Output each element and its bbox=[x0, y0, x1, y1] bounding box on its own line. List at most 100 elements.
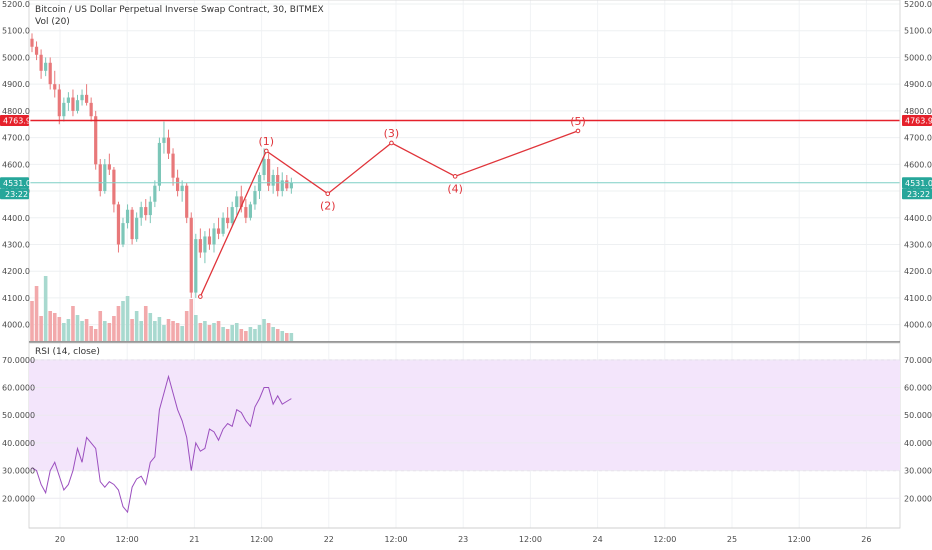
candle bbox=[139, 201, 143, 226]
price-tick-label: 5200.0 bbox=[904, 0, 932, 9]
candle bbox=[216, 217, 221, 240]
elliott-wave-projection[interactable]: (1) (2) (3) (4) (5) bbox=[198, 115, 586, 299]
wave-point[interactable] bbox=[264, 148, 269, 154]
candle-body bbox=[57, 89, 61, 117]
rsi-tick-label: 70.0000 bbox=[2, 356, 35, 365]
candle-body bbox=[221, 217, 225, 234]
volume-bar bbox=[162, 325, 166, 341]
wave-point[interactable] bbox=[325, 191, 331, 197]
candle bbox=[130, 207, 134, 245]
price-tick-label: 5000.0 bbox=[904, 53, 932, 62]
rsi-tick-label: 50.0000 bbox=[2, 411, 35, 420]
candle-body bbox=[239, 196, 243, 208]
candle bbox=[271, 169, 275, 194]
candle bbox=[30, 33, 34, 53]
time-tick-label: 21 bbox=[189, 535, 199, 544]
price-tick-label: 4000.0 bbox=[2, 321, 30, 330]
candle-body bbox=[207, 236, 212, 245]
rsi-tick-label: 50.0000 bbox=[904, 411, 932, 420]
wave-point[interactable] bbox=[198, 294, 203, 299]
time-tick-label: 23 bbox=[458, 535, 468, 544]
volume-bar bbox=[216, 321, 221, 341]
candle bbox=[75, 94, 80, 114]
candle bbox=[157, 137, 161, 192]
candle-body bbox=[30, 38, 34, 47]
candle-body bbox=[162, 137, 166, 143]
wave-point[interactable] bbox=[575, 128, 581, 134]
time-tick-label: 20 bbox=[55, 535, 65, 544]
volume-bar bbox=[130, 319, 134, 341]
candle bbox=[135, 212, 139, 242]
candle-body bbox=[85, 94, 89, 103]
candle bbox=[262, 148, 266, 181]
candle-body bbox=[121, 223, 125, 245]
wave-point[interactable] bbox=[389, 140, 394, 146]
candle-body bbox=[226, 217, 230, 224]
price-tick-label: 5100.0 bbox=[904, 27, 932, 36]
volume-bar bbox=[275, 329, 280, 341]
time-tick-label: 12:00 bbox=[788, 535, 811, 544]
price-tick-label: 4000.0 bbox=[904, 321, 932, 330]
volume-bar bbox=[166, 319, 171, 341]
volume-bar bbox=[89, 326, 93, 341]
candle-body bbox=[135, 217, 139, 240]
resistance-badge-right: 4763.9 bbox=[902, 115, 932, 127]
candle bbox=[189, 212, 193, 298]
time-tick-label: 12:00 bbox=[116, 535, 139, 544]
candle-body bbox=[176, 177, 180, 192]
rsi-tick-label: 40.0000 bbox=[2, 439, 35, 448]
candle-body bbox=[89, 102, 93, 117]
candle-body bbox=[39, 54, 43, 71]
candle-body bbox=[130, 209, 134, 240]
time-tick-label: 22 bbox=[324, 535, 334, 544]
candle-body bbox=[189, 217, 193, 293]
volume-bar bbox=[84, 319, 89, 341]
candle-body bbox=[48, 62, 52, 85]
volume-bar bbox=[71, 306, 75, 341]
volume-bar bbox=[52, 313, 57, 341]
candle bbox=[71, 89, 75, 117]
resistance-badge-left: 4763.9 bbox=[0, 115, 31, 127]
candle bbox=[203, 231, 207, 264]
candle-body bbox=[66, 97, 70, 103]
wave-point[interactable] bbox=[452, 174, 458, 179]
candle-body bbox=[98, 164, 102, 192]
candle bbox=[171, 148, 175, 186]
volume-bar bbox=[194, 315, 198, 341]
candle bbox=[194, 233, 198, 298]
volume-bar bbox=[107, 323, 112, 341]
volume-bar bbox=[221, 327, 225, 341]
candle bbox=[112, 166, 116, 213]
rsi-tick-label: 40.0000 bbox=[904, 439, 932, 448]
candle bbox=[185, 183, 189, 224]
volume-bar bbox=[285, 333, 289, 341]
candle bbox=[248, 201, 252, 221]
volume-bar bbox=[225, 329, 230, 341]
rsi-gridlines bbox=[29, 359, 900, 499]
candle-body bbox=[112, 169, 116, 205]
candle-body bbox=[139, 207, 143, 218]
candle-body bbox=[166, 137, 171, 154]
candle-body bbox=[148, 201, 152, 216]
price-tick-label: 4700.0 bbox=[904, 134, 932, 143]
candle bbox=[226, 207, 230, 229]
candle-body bbox=[125, 209, 130, 224]
candle bbox=[162, 121, 166, 154]
time-tick-label: 12:00 bbox=[653, 535, 676, 544]
volume-bars bbox=[30, 276, 294, 341]
candle-body bbox=[34, 46, 39, 55]
volume-bar bbox=[180, 326, 184, 341]
candle bbox=[89, 97, 93, 122]
volume-bar bbox=[271, 327, 275, 341]
volume-bar bbox=[189, 299, 194, 341]
volume-bar bbox=[207, 325, 212, 341]
volume-bar bbox=[57, 317, 62, 341]
volume-bar bbox=[184, 311, 189, 341]
candle-body bbox=[203, 236, 207, 253]
candle bbox=[153, 180, 157, 208]
candle-body bbox=[285, 180, 289, 189]
rsi-tick-label: 20.0000 bbox=[904, 494, 932, 503]
candle-body bbox=[216, 228, 221, 234]
candle bbox=[94, 110, 98, 170]
